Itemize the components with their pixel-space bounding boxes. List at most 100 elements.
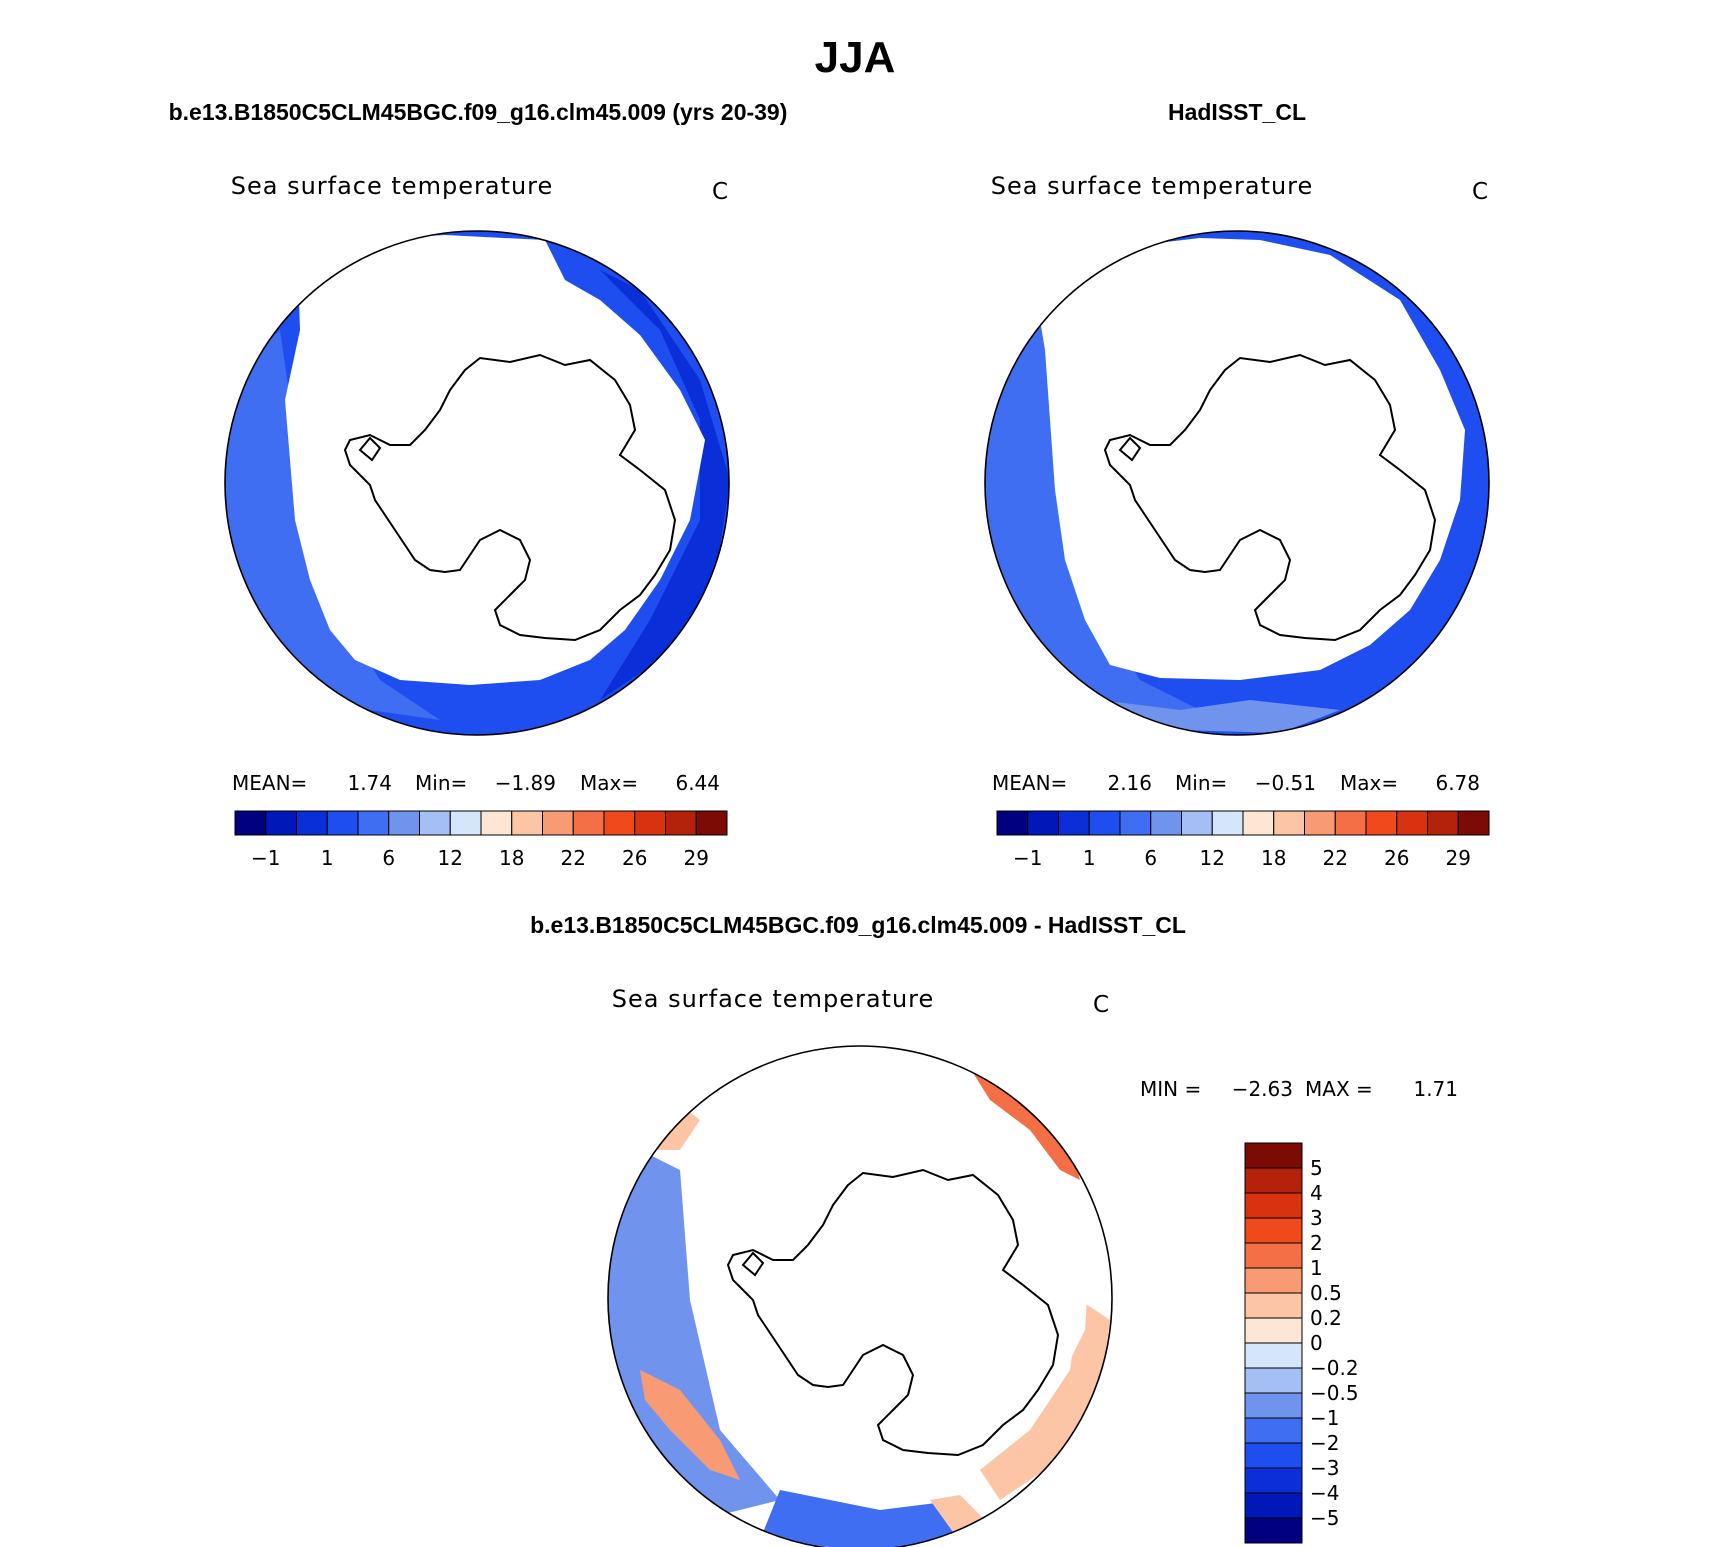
colorbar-swatch <box>634 810 666 836</box>
colorbar-swatch <box>265 810 297 836</box>
colorbar-swatch <box>1119 810 1152 836</box>
colorbar-tick-label: −1 <box>251 846 280 870</box>
colorbar-swatch <box>1150 810 1182 836</box>
map-field <box>985 231 1489 735</box>
colorbar-swatch <box>1181 810 1213 836</box>
stat-mean-label: MEAN= <box>992 771 1067 795</box>
colorbar-swatch <box>357 810 390 836</box>
colorbar-swatch <box>1244 1442 1303 1469</box>
colorbar-swatch <box>1427 810 1459 836</box>
colorbar-tick-label: −1 <box>1310 1406 1339 1430</box>
colorbar-tick-label: 22 <box>1323 846 1348 870</box>
colorbar-swatch <box>572 810 605 836</box>
panel-heading: HadISST_CL <box>1168 99 1306 125</box>
map-boundary <box>984 230 1490 736</box>
colorbar: −1 1 6 12 18 22 26 29 <box>234 810 728 870</box>
colorbar-swatch <box>1242 810 1275 836</box>
colorbar-swatch <box>234 810 267 836</box>
variable-label: Sea surface temperature <box>612 985 935 1013</box>
colorbar-swatch <box>388 810 420 836</box>
antarctica-coastline <box>344 354 676 641</box>
colorbar-tick-label: −1 <box>1013 846 1042 870</box>
colorbar-swatch <box>1244 1292 1303 1319</box>
colorbar-swatch <box>665 810 697 836</box>
colorbar-swatch <box>1244 1492 1303 1519</box>
anomaly-shade-region <box>965 1060 1080 1180</box>
colorbar-tick-label: 6 <box>1144 846 1157 870</box>
colorbar-swatch <box>480 810 513 836</box>
variable-label: Sea surface temperature <box>991 172 1314 200</box>
colorbar-tick-label: 1 <box>321 846 334 870</box>
colorbar-swatch <box>1244 1467 1303 1494</box>
map-field <box>225 231 729 735</box>
stat-min-label: Min= <box>1175 771 1227 795</box>
colorbar-tick-label: 4 <box>1310 1181 1323 1205</box>
colorbar-swatch <box>1211 810 1244 836</box>
anomaly-shade-region <box>640 1370 740 1480</box>
colorbar-swatch <box>603 810 636 836</box>
colorbar: −1 1 6 12 18 22 26 29 <box>996 810 1490 870</box>
panel-observations: HadISST_CL Sea surface temperature C MEA… <box>984 99 1490 870</box>
colorbar-swatch <box>1244 1367 1303 1394</box>
colorbar-swatch <box>1244 1167 1303 1194</box>
units-label: C <box>712 179 728 205</box>
panel-heading: b.e13.B1850C5CLM45BGC.f09_g16.clm45.009 … <box>169 99 788 125</box>
stat-max-label: Max= <box>1340 771 1398 795</box>
colorbar-tick-label: 1 <box>1310 1256 1323 1280</box>
colorbar-swatch <box>1244 1342 1303 1369</box>
colorbar-tick-label: 2 <box>1310 1231 1323 1255</box>
colorbar-tick-label: 6 <box>382 846 395 870</box>
colorbar-swatch <box>1244 1392 1303 1419</box>
stat-mean-value: 1.74 <box>347 771 392 795</box>
stat-max-value: 6.44 <box>675 771 720 795</box>
colorbar-swatch <box>1027 810 1059 836</box>
colorbar-swatch <box>1396 810 1428 836</box>
panel-model: b.e13.B1850C5CLM45BGC.f09_g16.clm45.009 … <box>169 99 788 870</box>
colorbar-swatch <box>996 810 1029 836</box>
colorbar-tick-label: 22 <box>561 846 586 870</box>
sea-ice-mask <box>1035 238 1465 680</box>
colorbar-tick-label: 5 <box>1310 1156 1323 1180</box>
colorbar-swatch <box>1244 1317 1303 1344</box>
antarctica-coastline <box>727 1169 1059 1456</box>
stat-mean-label: MEAN= <box>232 771 307 795</box>
anomaly-shade-region <box>608 1150 780 1520</box>
stat-mean-value: 2.16 <box>1107 771 1152 795</box>
ocean-shade-region <box>985 320 1220 720</box>
colorbar-swatch <box>1334 810 1367 836</box>
variable-label: Sea surface temperature <box>231 172 554 200</box>
colorbar-swatch <box>1244 1517 1303 1544</box>
stat-min-value: −0.51 <box>1255 771 1316 795</box>
colorbar-tick-label: 3 <box>1310 1206 1323 1230</box>
colorbar-tick-label: −3 <box>1310 1456 1339 1480</box>
panel-difference: b.e13.B1850C5CLM45BGC.f09_g16.clm45.009 … <box>530 912 1458 1547</box>
figure-title: JJA <box>815 33 896 82</box>
colorbar-swatch <box>1457 810 1490 836</box>
colorbar-tick-label: 26 <box>1384 846 1409 870</box>
colorbar-swatch <box>1244 1242 1303 1269</box>
stat-max-label: MAX = <box>1305 1077 1373 1101</box>
colorbar-swatch <box>1244 1417 1303 1444</box>
stat-min-value: −1.89 <box>495 771 556 795</box>
stat-max-value: 6.78 <box>1435 771 1480 795</box>
colorbar-tick-label: 26 <box>622 846 647 870</box>
colorbar-tick-label: 18 <box>1261 846 1286 870</box>
colorbar-tick-label: 29 <box>684 846 709 870</box>
sea-ice-mask <box>285 235 705 685</box>
colorbar-swatch <box>449 810 482 836</box>
colorbar-swatch <box>1058 810 1090 836</box>
colorbar-swatch <box>1304 810 1336 836</box>
panel-heading: b.e13.B1850C5CLM45BGC.f09_g16.clm45.009 … <box>530 912 1186 938</box>
colorbar-swatch <box>511 810 543 836</box>
colorbar-tick-label: 0.2 <box>1310 1306 1342 1330</box>
colorbar-tick-label: −0.2 <box>1310 1356 1359 1380</box>
antarctica-coastline <box>1104 354 1436 641</box>
colorbar-tick-label: −5 <box>1310 1506 1339 1530</box>
colorbar-swatch <box>695 810 728 836</box>
colorbar-tick-label: 0.5 <box>1310 1281 1342 1305</box>
colorbar-tick-label: 0 <box>1310 1331 1323 1355</box>
colorbar-tick-label: 1 <box>1083 846 1096 870</box>
colorbar-swatch <box>1244 1267 1303 1294</box>
colorbar-tick-label: −0.5 <box>1310 1381 1359 1405</box>
